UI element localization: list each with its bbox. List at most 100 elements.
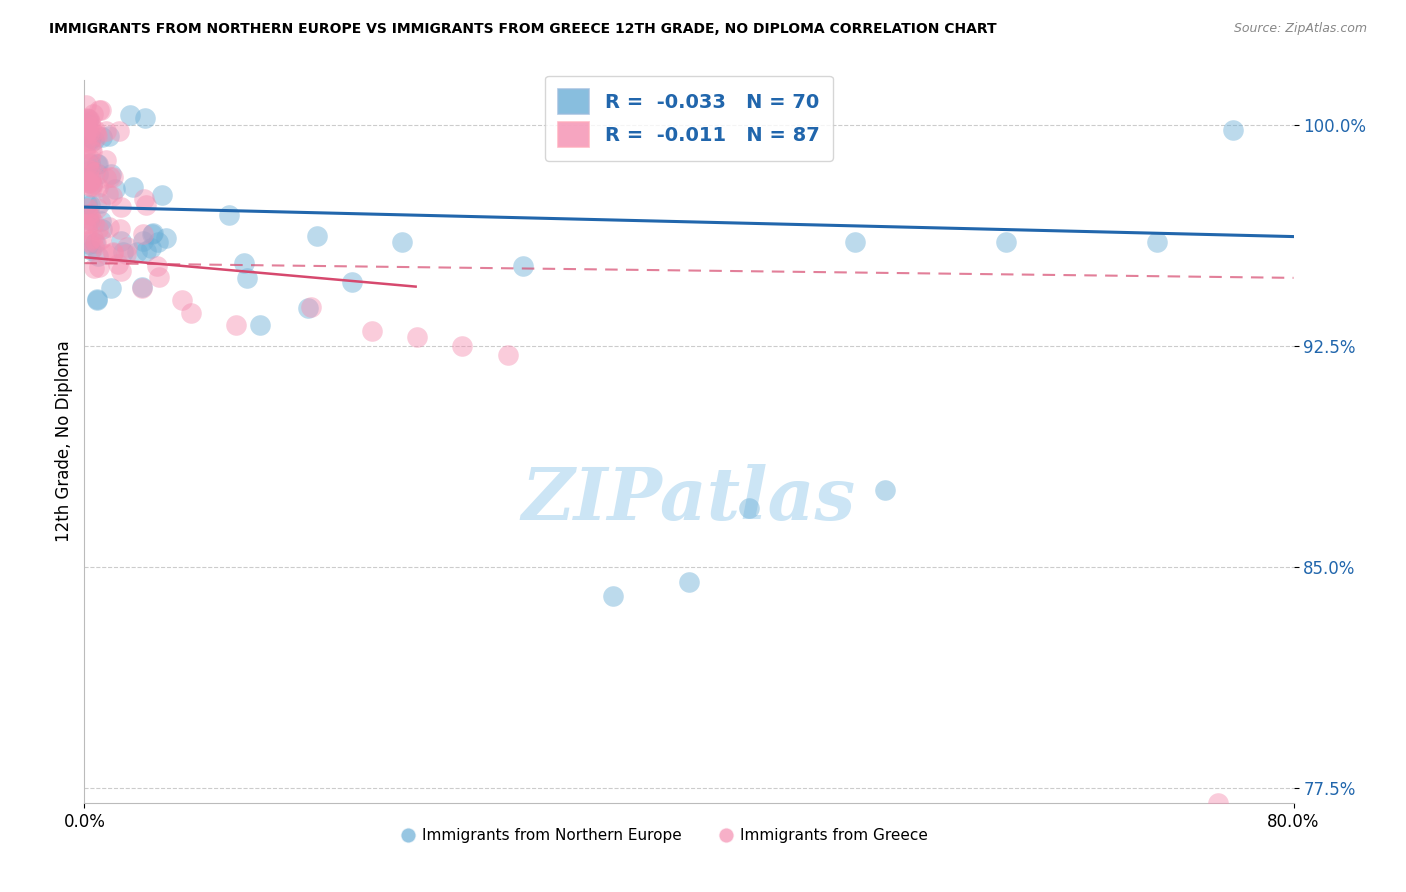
Point — [100, 167, 122, 181]
Point — [233, 256, 256, 270]
Point — [76, 111, 98, 125]
Point — [77, 213, 100, 227]
Point — [132, 234, 155, 248]
Point — [512, 259, 534, 273]
Point — [75, 97, 97, 112]
Point — [94, 124, 117, 138]
Point — [131, 279, 153, 293]
Point — [76, 197, 98, 211]
Point — [104, 182, 127, 196]
Point — [83, 165, 105, 179]
Point — [86, 157, 108, 171]
Point — [77, 126, 100, 140]
Point — [76, 164, 98, 178]
Point — [79, 156, 101, 170]
Point — [87, 248, 110, 262]
Point — [80, 212, 103, 227]
Point — [97, 128, 120, 143]
Point — [73, 145, 96, 159]
Point — [87, 260, 110, 274]
Point — [83, 123, 105, 137]
Point — [141, 227, 163, 241]
Point — [135, 198, 157, 212]
Point — [98, 169, 121, 184]
Point — [73, 127, 96, 141]
Point — [77, 235, 100, 250]
Point — [305, 229, 328, 244]
Point — [110, 264, 132, 278]
Point — [180, 306, 202, 320]
Point — [77, 126, 100, 140]
Point — [77, 120, 100, 134]
Point — [76, 112, 98, 126]
Point — [79, 112, 101, 127]
Legend: Immigrants from Northern Europe, Immigrants from Greece: Immigrants from Northern Europe, Immigra… — [396, 822, 934, 849]
Point — [80, 164, 103, 178]
Point — [76, 222, 98, 236]
Point — [115, 239, 138, 253]
Point — [875, 483, 897, 498]
Point — [107, 257, 129, 271]
Point — [170, 293, 193, 308]
Point — [79, 136, 101, 150]
Point — [79, 175, 101, 189]
Point — [80, 178, 103, 193]
Point — [139, 241, 162, 255]
Point — [79, 142, 101, 156]
Point — [108, 124, 131, 138]
Point — [80, 130, 103, 145]
Point — [155, 231, 177, 245]
Point — [738, 500, 761, 515]
Point — [91, 222, 114, 236]
Point — [97, 219, 120, 234]
Point — [90, 129, 112, 144]
Point — [80, 144, 103, 158]
Point — [111, 244, 134, 259]
Point — [86, 292, 108, 306]
Point — [406, 330, 429, 344]
Point — [148, 235, 170, 250]
Point — [110, 200, 132, 214]
Point — [87, 180, 110, 194]
Point — [86, 201, 108, 215]
Text: ZIPatlas: ZIPatlas — [522, 464, 856, 535]
Point — [86, 293, 108, 307]
Point — [86, 129, 108, 144]
Point — [297, 301, 319, 316]
Point — [79, 216, 101, 230]
Point — [132, 192, 155, 206]
Point — [148, 270, 170, 285]
Point — [79, 115, 101, 129]
Point — [83, 216, 105, 230]
Point — [602, 590, 624, 604]
Point — [299, 301, 322, 315]
Point — [127, 245, 149, 260]
Point — [96, 247, 118, 261]
Point — [80, 178, 103, 192]
Point — [249, 318, 271, 332]
Point — [1222, 123, 1244, 137]
Point — [77, 113, 100, 128]
Point — [110, 222, 132, 236]
Point — [96, 171, 118, 186]
Point — [79, 179, 101, 194]
Point — [115, 247, 138, 261]
Point — [360, 324, 382, 338]
Point — [84, 236, 107, 251]
Point — [77, 176, 100, 190]
Point — [82, 107, 104, 121]
Point — [79, 152, 101, 166]
Point — [145, 259, 167, 273]
Point — [79, 133, 101, 147]
Point — [77, 161, 100, 176]
Point — [80, 180, 103, 194]
Point — [83, 133, 105, 147]
Point — [1146, 235, 1168, 250]
Point — [342, 276, 364, 290]
Point — [995, 235, 1018, 250]
Point — [101, 169, 124, 184]
Point — [77, 237, 100, 252]
Point — [1206, 796, 1229, 810]
Y-axis label: 12th Grade, No Diploma: 12th Grade, No Diploma — [55, 341, 73, 542]
Point — [90, 214, 112, 228]
